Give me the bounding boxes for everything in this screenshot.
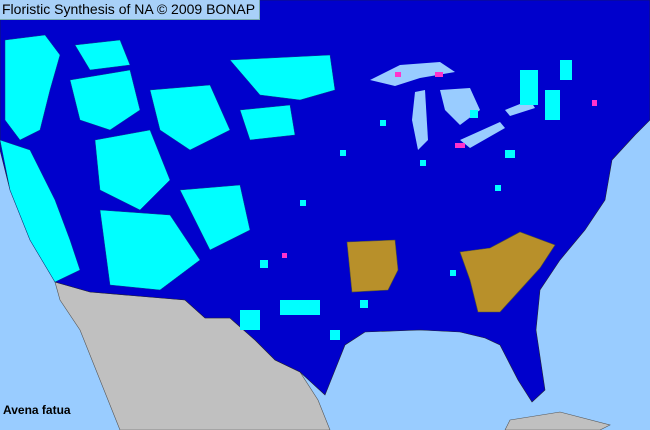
map-title: Floristic Synthesis of NA © 2009 BONAP bbox=[0, 0, 261, 20]
rare-counties bbox=[282, 72, 597, 258]
state-georgia-sc bbox=[459, 231, 556, 313]
lake-erie bbox=[460, 122, 505, 148]
lake-superior bbox=[370, 62, 455, 86]
cuba-region bbox=[504, 411, 611, 430]
county-presence-west bbox=[0, 34, 336, 291]
species-label: Avena fatua bbox=[3, 403, 71, 417]
county-presence-scattered bbox=[240, 60, 572, 340]
lake-michigan bbox=[412, 90, 428, 150]
state-arkansas bbox=[346, 239, 399, 293]
